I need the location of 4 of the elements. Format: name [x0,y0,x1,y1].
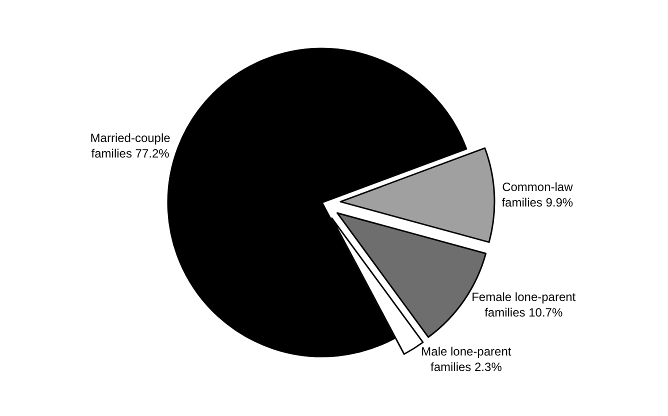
slice-label: Married-couple families 77.2% [90,131,171,161]
slice-label: Male lone-parent families 2.3% [421,344,512,374]
slice-label: Common-law families 9.9% [502,180,574,210]
slice-label: Female lone-parent families 10.7% [472,290,576,320]
